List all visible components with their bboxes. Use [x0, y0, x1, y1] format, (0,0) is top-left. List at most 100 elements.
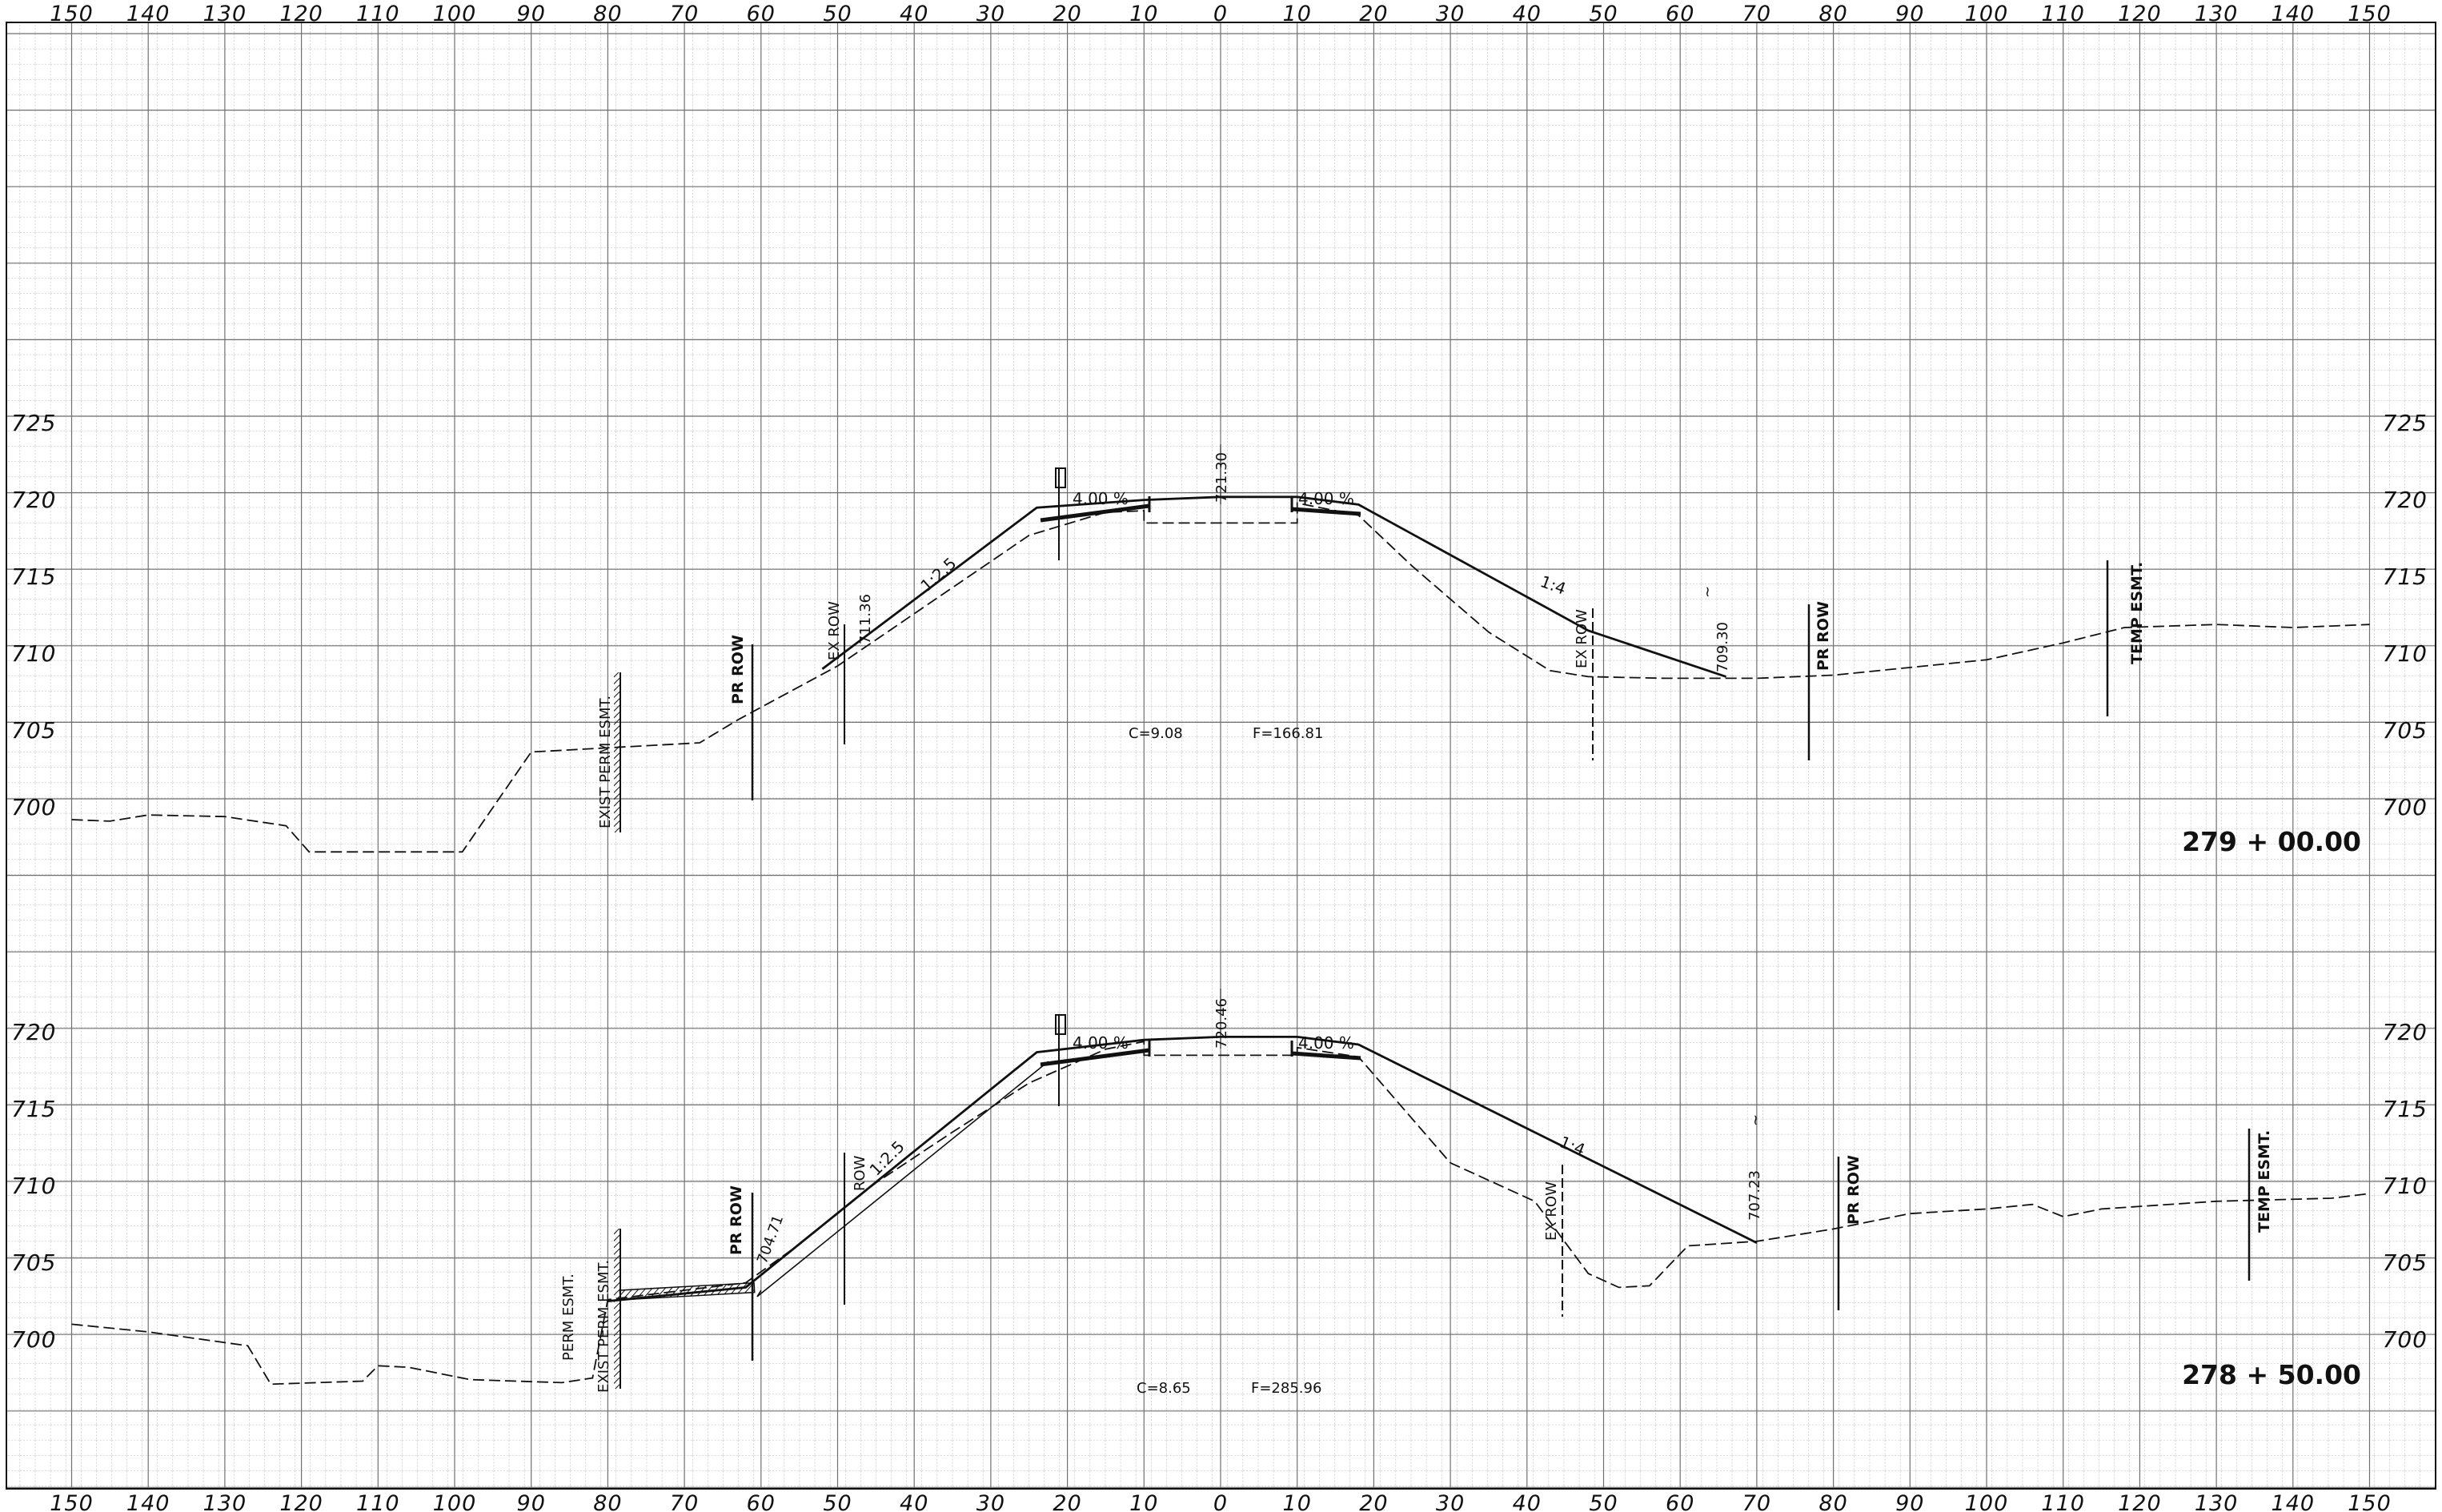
elevation-tick-label: 715 — [11, 1096, 56, 1122]
proposed-section-line — [607, 1036, 1758, 1302]
x-axis-tick-label: 50 — [823, 1491, 852, 1512]
ex-row-label-right: EX ROW — [1574, 609, 1590, 668]
perm-esmt-label: PERM ESMT. — [560, 1273, 577, 1361]
x-axis-tick-label: 50 — [1589, 2, 1618, 26]
exist-perm-esmt-label: EXIST PERM ESMT. — [597, 696, 614, 828]
x-axis-tick-label: 60 — [747, 1491, 776, 1512]
elevation-tick-label: 710 — [11, 1173, 56, 1199]
elevation-ticks-right: 720 715 710 705 700 — [2383, 1019, 2428, 1353]
elevation-tick-label: 700 — [11, 794, 56, 820]
pr-row-label-left: PR ROW — [729, 635, 747, 704]
elevation-tick-label: 710 — [2383, 1173, 2428, 1199]
x-axis-tick-label: 70 — [1742, 2, 1771, 26]
elevation-ticks-right: 725 720 715 710 705 700 — [2383, 410, 2428, 820]
x-axis-tick-label: 150 — [50, 2, 94, 26]
x-axis-tick-label: 130 — [2195, 2, 2239, 26]
x-axis-tick-label: 30 — [1436, 1491, 1465, 1512]
toe-elevation-right: 709.30 — [1714, 622, 1731, 672]
station-label: 279 + 00.00 — [2182, 826, 2361, 857]
x-axis-tick-label: 80 — [1818, 1491, 1847, 1512]
x-axis-tick-label: 10 — [1283, 1491, 1312, 1512]
pr-row-label-right: PR ROW — [1814, 601, 1832, 671]
x-axis-tick-label: 70 — [670, 1491, 699, 1512]
elevation-ticks-left: 725 720 715 710 705 700 — [11, 410, 56, 820]
x-axis-tick-label: 130 — [203, 2, 247, 26]
x-axis-tick-label: 150 — [2348, 1491, 2392, 1512]
x-axis-tick-label: 70 — [670, 2, 699, 26]
pr-row-label-left: PR ROW — [728, 1185, 745, 1255]
elevation-tick-label: 705 — [2383, 1249, 2428, 1276]
elevation-tick-label: 720 — [11, 1019, 56, 1045]
x-axis-tick-label: 90 — [517, 1491, 546, 1512]
water-symbol: ≀ — [1753, 1112, 1758, 1129]
x-axis-tick-label: 80 — [593, 2, 622, 26]
x-axis-tick-label: 120 — [2118, 2, 2162, 26]
x-axis-tick-label: 100 — [433, 2, 477, 26]
fill-label: F=285.96 — [1251, 1380, 1321, 1397]
x-axis-tick-label: 90 — [517, 2, 546, 26]
x-axis-tick-label: 90 — [1895, 2, 1924, 26]
x-axis-tick-label: 50 — [1589, 1491, 1618, 1512]
elevation-tick-label: 720 — [2383, 1019, 2428, 1045]
x-axis-tick-label: 0 — [1213, 1491, 1228, 1512]
x-axis-tick-label: 100 — [1965, 2, 2009, 26]
elevation-tick-label: 700 — [2383, 794, 2428, 820]
x-axis-tick-label: 140 — [126, 2, 170, 26]
x-axis-tick-label: 60 — [1666, 2, 1694, 26]
right-pavement-slope: 4.00 % — [1298, 1033, 1354, 1053]
x-axis-tick-label: 80 — [593, 1491, 622, 1512]
toe-elevation-left: 711.36 — [857, 594, 874, 644]
elevation-tick-label: 710 — [11, 640, 56, 667]
x-axis-tick-label: 90 — [1895, 1491, 1924, 1512]
x-axis-tick-label: 40 — [900, 1491, 928, 1512]
right-pavement-slope: 4.00 % — [1298, 489, 1354, 508]
x-axis-tick-label: 60 — [1666, 1491, 1694, 1512]
ex-row-label-left: EX ROW — [826, 601, 843, 660]
x-axis-tick-label: 110 — [2041, 1491, 2085, 1512]
elevation-tick-label: 725 — [2383, 410, 2428, 436]
temp-esmt-label: TEMP ESMT. — [2256, 1130, 2273, 1233]
elevation-tick-label: 705 — [11, 717, 56, 744]
x-axis-tick-label: 150 — [50, 1491, 94, 1512]
right-shoulder — [1291, 507, 1361, 516]
pr-row-label-right: PR ROW — [1845, 1155, 1863, 1225]
x-axis-tick-label: 50 — [823, 2, 852, 26]
x-axis-tick-label: 10 — [1129, 1491, 1158, 1512]
left-shoulder — [1040, 503, 1150, 523]
elevation-tick-label: 700 — [2383, 1326, 2428, 1353]
x-axis-tick-label: 110 — [356, 2, 400, 26]
section-278-50: 720 715 710 705 700 720 715 710 705 700 PERM ESM… — [11, 989, 2428, 1397]
existing-ground-line — [71, 1041, 2370, 1386]
elevation-tick-label: 715 — [11, 563, 56, 590]
x-axis-tick-label: 40 — [1513, 1491, 1542, 1512]
section-279-00: 725 720 715 710 705 700 725 720 715 710 705 700 EX… — [11, 410, 2428, 857]
right-shoulder — [1291, 1051, 1361, 1061]
left-pavement-slope: 4.00 % — [1073, 489, 1129, 508]
cut-label: C=8.65 — [1137, 1380, 1191, 1397]
x-axis-tick-label: 0 — [1213, 2, 1228, 26]
x-axis-tick-label: 30 — [976, 1491, 1005, 1512]
exist-perm-esmt-hatch — [614, 1229, 620, 1389]
x-axis-tick-label: 120 — [279, 2, 323, 26]
x-axis-tick-label: 100 — [1965, 1491, 2009, 1512]
existing-ground-line — [71, 502, 2370, 853]
x-axis-tick-label: 20 — [1359, 1491, 1388, 1512]
ex-row-label-right: EX ROW — [1543, 1181, 1560, 1241]
grade-elevation-label: 720.46 — [1213, 998, 1230, 1049]
x-axis-tick-label: 60 — [747, 2, 776, 26]
elevation-tick-label: 705 — [11, 1249, 56, 1276]
x-axis-tick-label: 120 — [279, 1491, 323, 1512]
x-axis-tick-label: 110 — [356, 1491, 400, 1512]
x-axis-tick-label: 20 — [1053, 2, 1081, 26]
x-axis-tick-label: 10 — [1283, 2, 1312, 26]
left-shoulder — [1040, 1048, 1150, 1067]
x-axis-tick-label: 140 — [2272, 1491, 2316, 1512]
ex-row-label-left: ROW — [852, 1155, 868, 1191]
left-barrier — [1055, 1014, 1066, 1035]
x-axis-top: 150 140 130 120 110 100 90 80 70 60 50 40 30 20 10 0 10 2… — [50, 2, 2391, 26]
sheet-border — [6, 22, 2436, 1490]
elevation-ticks-left: 720 715 710 705 700 — [11, 1019, 56, 1353]
exist-perm-esmt-hatch — [614, 672, 620, 832]
elevation-tick-label: 715 — [2383, 1096, 2428, 1122]
x-axis-bottom: 150 140 130 120 110 100 90 80 70 60 50 40 30 20 10 0 10 2… — [50, 1491, 2392, 1512]
